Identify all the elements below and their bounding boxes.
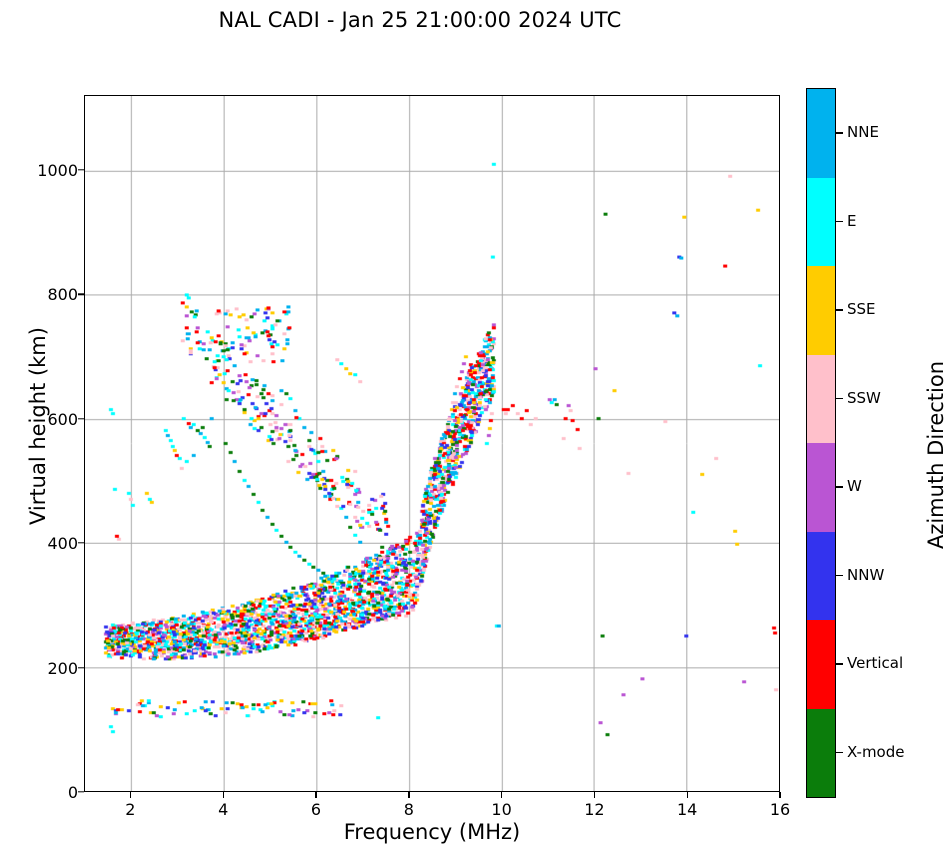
colorbar-label-sse: SSE: [847, 300, 876, 319]
colorbar-segment-vertical[interactable]: [807, 620, 835, 709]
colorbar-segment-nnw[interactable]: [807, 531, 835, 620]
y-tick-label: 0: [67, 783, 78, 802]
colorbar-tick: [836, 486, 843, 488]
x-tick-label: 14: [677, 800, 698, 819]
x-tick-mark: [315, 792, 317, 798]
colorbar-segment-sse[interactable]: [807, 266, 835, 355]
colorbar-segment-e[interactable]: [807, 177, 835, 266]
y-tick-mark: [78, 417, 84, 420]
x-tick-mark: [129, 792, 132, 798]
x-tick-mark: [593, 792, 596, 798]
x-tick-label: 4: [218, 800, 229, 819]
x-axis-tick-labels: 2 4 6 8 10 12 14 16: [84, 800, 790, 824]
y-tick-label: 800: [47, 285, 78, 305]
x-axis-label: Frequency (MHz): [343, 820, 521, 844]
colorbar-label-ssw: SSW: [847, 388, 881, 407]
y-tick-mark: [78, 542, 84, 544]
colorbar-tick: [836, 132, 843, 134]
x-axis-tick-marks: [84, 792, 781, 798]
x-tick-label: 2: [125, 800, 136, 819]
colorbar-segment-nne[interactable]: [807, 89, 835, 178]
colorbar-title: Azimuth Direction: [924, 360, 948, 550]
colorbar-label-w: W: [847, 477, 862, 496]
colorbar-label-vertical: Vertical: [847, 654, 904, 673]
colorbar-label-e: E: [847, 211, 857, 230]
y-tick-label: 600: [47, 409, 78, 429]
x-tick-mark: [779, 792, 781, 798]
colorbar-label-nnw: NNW: [847, 565, 885, 584]
x-tick-label: 10: [491, 800, 512, 819]
colorbar-label-nne: NNE: [847, 123, 879, 142]
y-tick-label: 200: [47, 658, 78, 678]
colorbar-segment-ssw[interactable]: [807, 354, 835, 443]
y-tick-label: 1000: [37, 160, 78, 180]
colorbar-label-x-mode: X-mode: [847, 742, 905, 761]
x-tick-label: 8: [403, 800, 414, 819]
x-tick-label: 6: [310, 800, 322, 819]
y-tick-mark: [78, 293, 84, 295]
colorbar-segment-w[interactable]: [807, 443, 835, 532]
y-tick-mark: [78, 168, 84, 171]
figure-title: NAL CADI - Jan 25 21:00:00 2024 UTC: [218, 8, 622, 32]
colorbar-segment-x-mode[interactable]: [807, 708, 835, 797]
y-tick-mark: [78, 791, 84, 793]
x-tick-mark: [408, 792, 410, 798]
y-tick-label: 400: [47, 534, 78, 554]
colorbar-tick: [836, 751, 843, 754]
colorbar-tick-marks: [836, 88, 844, 798]
y-axis-label: Virtual height (km): [26, 327, 50, 525]
x-tick-mark: [686, 792, 688, 798]
x-tick-label: 16: [769, 800, 791, 819]
y-axis-tick-marks: [78, 95, 84, 793]
colorbar-labels: NNE E SSE SSW W NNW Vertical X-mode: [847, 88, 937, 798]
colorbar[interactable]: [806, 88, 836, 798]
x-tick-mark: [222, 792, 224, 798]
colorbar-tick: [836, 574, 843, 577]
x-tick-mark: [500, 792, 503, 798]
colorbar-tick: [836, 663, 843, 665]
colorbar-tick: [836, 220, 843, 223]
y-axis-tick-labels: 0 200 400 600 800 1000: [24, 95, 78, 802]
plot-area[interactable]: [84, 95, 780, 792]
x-tick-label: 12: [584, 800, 605, 819]
colorbar-tick: [836, 397, 843, 400]
colorbar-tick: [836, 309, 843, 311]
y-tick-mark: [78, 666, 84, 669]
ionogram-scatter-layer: [85, 96, 779, 791]
